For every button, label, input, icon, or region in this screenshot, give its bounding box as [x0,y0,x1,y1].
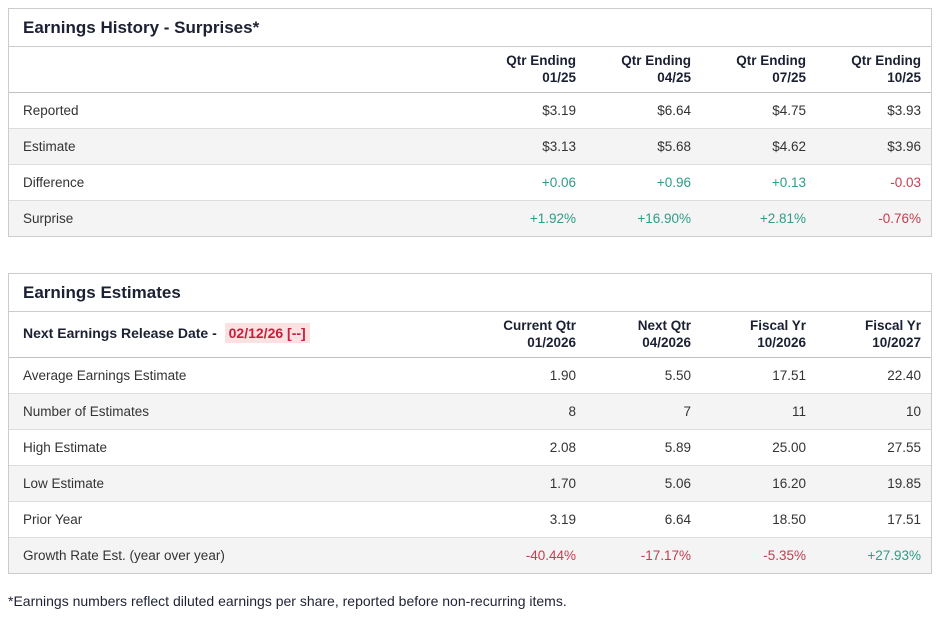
earnings-estimates-panel: Earnings Estimates Next Earnings Release… [8,273,932,575]
cell-value: 2.08 [471,428,586,466]
column-header-fiscal-yr-2026: Fiscal Yr 10/2026 [701,312,816,358]
row-label: High Estimate [9,428,471,466]
next-earnings-release-label: Next Earnings Release Date - [23,325,217,342]
footnote: *Earnings numbers reflect diluted earnin… [8,593,567,609]
earnings-history-header-row: Qtr Ending 01/25 Qtr Ending 04/25 Qtr En… [9,47,931,93]
cell-value: 7 [586,392,701,430]
cell-value: -5.35% [701,536,816,574]
cell-value: -40.44% [471,536,586,574]
cell-value: 10 [816,392,931,430]
row-label: Number of Estimates [9,392,471,430]
next-earnings-release: Next Earnings Release Date - 02/12/26 [-… [9,312,471,358]
cell-value: 25.00 [701,428,816,466]
cell-value: $3.19 [542,102,576,118]
row-label: Growth Rate Est. (year over year) [9,536,471,574]
cell-value: +0.13 [701,163,816,201]
column-header-qtr-0125: Qtr Ending 01/25 [471,47,586,93]
table-row-reported: Reported $3.19 $6.64 $4.75 $3.93 [9,92,931,128]
row-label: Average Earnings Estimate [23,367,187,383]
cell-value: +0.96 [586,163,701,201]
earnings-estimates-title: Earnings Estimates [9,274,931,312]
column-header-line2: 04/25 [657,70,691,86]
cell-value: 1.90 [549,367,576,383]
cell-value: +1.92% [471,199,586,237]
table-row-surprise: Surprise +1.92% +16.90% +2.81% -0.76% [9,199,931,237]
cell-value: +27.93% [816,536,931,574]
table-row-average-earnings-estimate: Average Earnings Estimate 1.90 5.50 17.5… [9,357,931,393]
cell-value: 18.50 [701,500,816,538]
table-row-prior-year: Prior Year 3.19 6.64 18.50 17.51 [9,500,931,538]
column-header-line2: 07/25 [772,70,806,86]
table-row-growth-rate-est: Growth Rate Est. (year over year) -40.44… [9,536,931,574]
table-row-number-of-estimates: Number of Estimates 8 7 11 10 [9,392,931,430]
cell-value: -0.76% [816,199,931,237]
cell-value: $4.75 [772,102,806,118]
row-label: Difference [9,163,471,201]
column-header-line1: Qtr Ending [851,53,921,68]
cell-value: $5.68 [586,127,701,165]
cell-value: 27.55 [816,428,931,466]
cell-value: 3.19 [471,500,586,538]
table-row-low-estimate: Low Estimate 1.70 5.06 16.20 19.85 [9,464,931,502]
cell-value: 1.70 [471,464,586,502]
column-header-qtr-0725: Qtr Ending 07/25 [701,47,816,93]
column-header-line1: Qtr Ending [621,53,691,68]
column-header-line2: 01/2026 [527,335,576,351]
cell-value: -17.17% [586,536,701,574]
table-row-estimate: Estimate $3.13 $5.68 $4.62 $3.96 [9,127,931,165]
column-header-line1: Qtr Ending [736,53,806,68]
cell-value: -0.03 [816,163,931,201]
cell-value: 16.20 [701,464,816,502]
column-header-line1: Fiscal Yr [749,318,806,333]
column-header-line2: 10/2027 [872,335,921,351]
column-header-line1: Current Qtr [503,318,576,333]
cell-value: $3.93 [887,102,921,118]
cell-value: 8 [471,392,586,430]
header-spacer [9,47,471,93]
cell-value: $3.13 [471,127,586,165]
row-label: Estimate [9,127,471,165]
row-label: Surprise [9,199,471,237]
cell-value: $6.64 [657,102,691,118]
cell-value: 5.06 [586,464,701,502]
cell-value: +16.90% [586,199,701,237]
cell-value: 22.40 [887,367,921,383]
row-label: Prior Year [9,500,471,538]
column-header-line2: 10/25 [887,70,921,86]
column-header-line2: 04/2026 [642,335,691,351]
cell-value: +0.06 [471,163,586,201]
earnings-history-title: Earnings History - Surprises* [9,9,931,47]
row-label: Reported [23,102,79,118]
column-header-current-qtr: Current Qtr 01/2026 [471,312,586,358]
cell-value: 19.85 [816,464,931,502]
cell-value: 11 [701,392,816,430]
column-header-next-qtr: Next Qtr 04/2026 [586,312,701,358]
column-header-line1: Next Qtr [637,318,691,333]
next-earnings-release-date: 02/12/26 [--] [224,323,310,344]
cell-value: $3.96 [816,127,931,165]
cell-value: $4.62 [701,127,816,165]
column-header-line1: Fiscal Yr [864,318,921,333]
earnings-estimates-table: Next Earnings Release Date - 02/12/26 [-… [9,312,931,574]
row-label: Low Estimate [9,464,471,502]
cell-value: 5.50 [664,367,691,383]
cell-value: +2.81% [701,199,816,237]
earnings-estimates-header-row: Next Earnings Release Date - 02/12/26 [-… [9,312,931,358]
column-header-line2: 01/25 [542,70,576,86]
cell-value: 6.64 [586,500,701,538]
column-header-qtr-1025: Qtr Ending 10/25 [816,47,931,93]
table-row-difference: Difference +0.06 +0.96 +0.13 -0.03 [9,163,931,201]
cell-value: 17.51 [816,500,931,538]
table-row-high-estimate: High Estimate 2.08 5.89 25.00 27.55 [9,428,931,466]
column-header-fiscal-yr-2027: Fiscal Yr 10/2027 [816,312,931,358]
cell-value: 17.51 [772,367,806,383]
column-header-line2: 10/2026 [757,335,806,351]
cell-value: 5.89 [586,428,701,466]
column-header-qtr-0425: Qtr Ending 04/25 [586,47,701,93]
earnings-history-panel: Earnings History - Surprises* Qtr Ending… [8,8,932,238]
earnings-history-table: Qtr Ending 01/25 Qtr Ending 04/25 Qtr En… [9,47,931,237]
column-header-line1: Qtr Ending [506,53,576,68]
